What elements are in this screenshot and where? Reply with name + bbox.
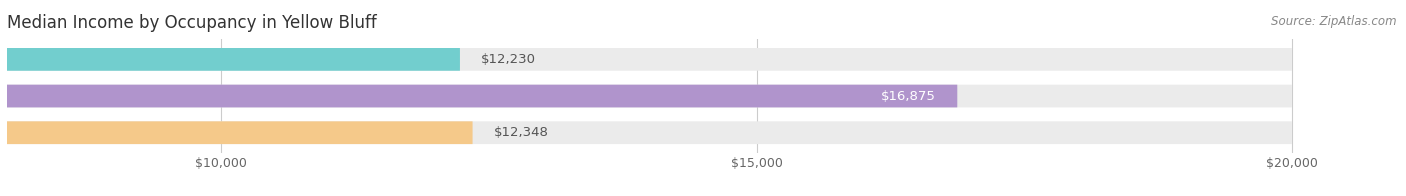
FancyBboxPatch shape bbox=[0, 48, 460, 71]
FancyBboxPatch shape bbox=[0, 85, 1292, 107]
FancyBboxPatch shape bbox=[0, 48, 1292, 71]
Text: $16,875: $16,875 bbox=[882, 90, 936, 103]
Text: $12,230: $12,230 bbox=[481, 53, 536, 66]
Text: Median Income by Occupancy in Yellow Bluff: Median Income by Occupancy in Yellow Blu… bbox=[7, 14, 377, 32]
Text: Source: ZipAtlas.com: Source: ZipAtlas.com bbox=[1271, 15, 1396, 28]
FancyBboxPatch shape bbox=[0, 121, 1292, 144]
FancyBboxPatch shape bbox=[0, 121, 472, 144]
FancyBboxPatch shape bbox=[0, 85, 957, 107]
Text: $12,348: $12,348 bbox=[494, 126, 548, 139]
